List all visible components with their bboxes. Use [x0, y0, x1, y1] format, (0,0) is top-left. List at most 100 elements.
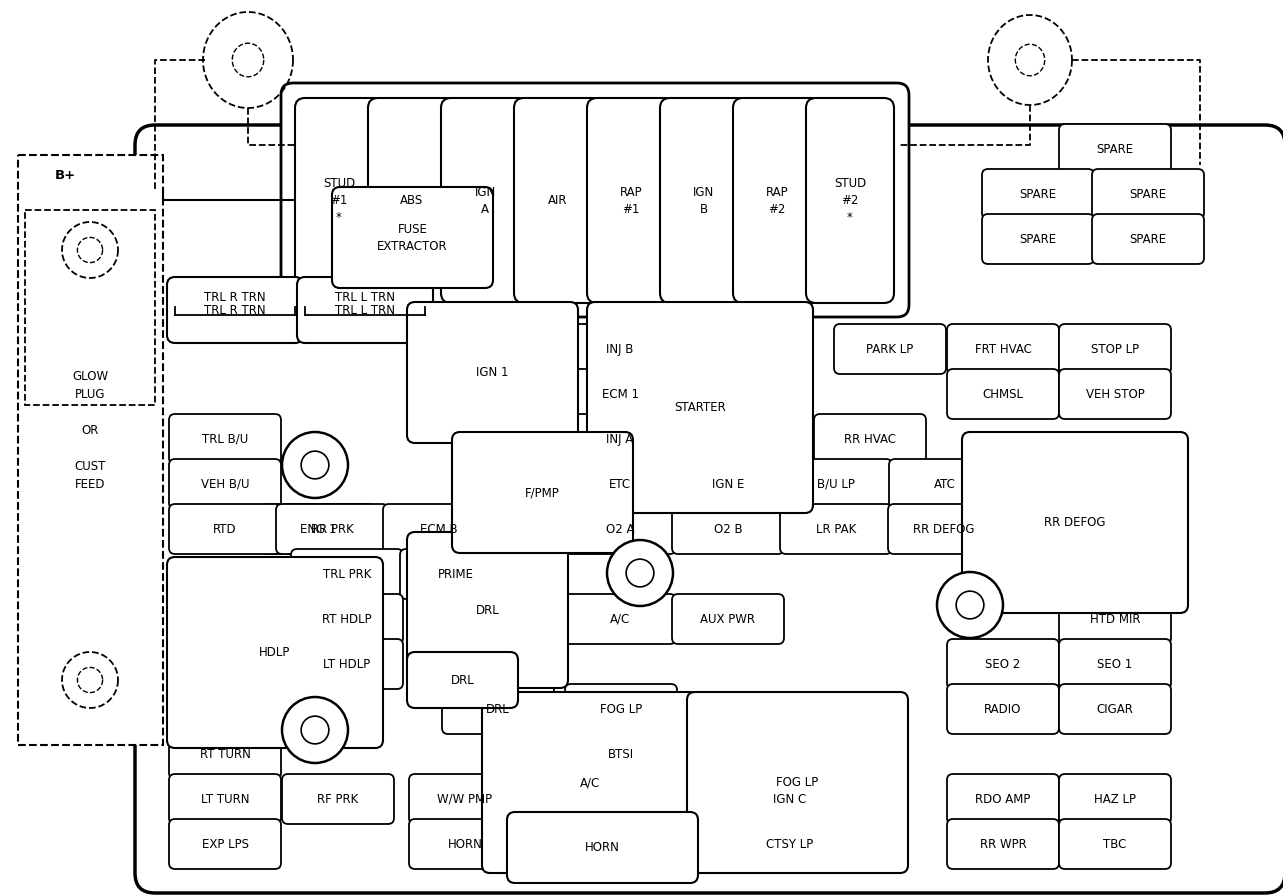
Text: CTSY LP: CTSY LP	[766, 838, 813, 850]
FancyBboxPatch shape	[888, 504, 999, 554]
Text: FUSE
EXTRACTOR: FUSE EXTRACTOR	[377, 222, 448, 253]
FancyBboxPatch shape	[834, 324, 946, 374]
Text: A/C: A/C	[580, 776, 600, 789]
Text: TRL B/U: TRL B/U	[201, 433, 248, 445]
Text: IGN
B: IGN B	[693, 185, 715, 216]
Text: HDLP: HDLP	[259, 646, 291, 659]
FancyBboxPatch shape	[1058, 639, 1171, 689]
Text: IGN E: IGN E	[712, 478, 744, 490]
FancyBboxPatch shape	[588, 98, 675, 303]
FancyBboxPatch shape	[947, 819, 1058, 869]
FancyBboxPatch shape	[169, 504, 281, 554]
FancyBboxPatch shape	[169, 459, 281, 509]
Text: LT HDLP: LT HDLP	[323, 658, 371, 670]
FancyBboxPatch shape	[409, 819, 521, 869]
Text: FOG LP: FOG LP	[776, 776, 819, 789]
Text: HAZ LP: HAZ LP	[1094, 792, 1135, 806]
Text: RR WPR: RR WPR	[980, 838, 1026, 850]
FancyBboxPatch shape	[169, 414, 281, 464]
FancyBboxPatch shape	[565, 459, 676, 509]
Text: CIGAR: CIGAR	[1097, 702, 1133, 716]
Text: SEO 2: SEO 2	[985, 658, 1020, 670]
Text: SPARE: SPARE	[1097, 142, 1134, 156]
Text: BTSI: BTSI	[608, 747, 634, 761]
FancyBboxPatch shape	[281, 83, 908, 317]
Text: LR PAK: LR PAK	[816, 522, 856, 536]
FancyBboxPatch shape	[565, 684, 677, 734]
Text: LT TURN: LT TURN	[200, 792, 249, 806]
FancyBboxPatch shape	[282, 774, 394, 824]
FancyBboxPatch shape	[686, 692, 908, 873]
FancyBboxPatch shape	[368, 98, 455, 303]
Circle shape	[282, 432, 348, 498]
FancyBboxPatch shape	[295, 98, 384, 303]
Text: STUD
#2
*: STUD #2 *	[834, 177, 866, 224]
FancyBboxPatch shape	[400, 549, 512, 599]
FancyBboxPatch shape	[1058, 369, 1171, 419]
Text: O2 B: O2 B	[713, 522, 743, 536]
Text: RT TURN: RT TURN	[200, 747, 250, 761]
Text: AUX PWR: AUX PWR	[701, 613, 756, 625]
Text: RR HVAC: RR HVAC	[844, 433, 896, 445]
Text: SPARE: SPARE	[1129, 187, 1166, 201]
FancyBboxPatch shape	[659, 98, 748, 303]
FancyBboxPatch shape	[407, 302, 579, 443]
Text: RR PRK: RR PRK	[310, 522, 353, 536]
Text: VEH STOP: VEH STOP	[1085, 387, 1144, 401]
Text: TRL PRK: TRL PRK	[323, 567, 371, 581]
Bar	[24, 210, 155, 405]
FancyBboxPatch shape	[1058, 774, 1171, 824]
FancyBboxPatch shape	[947, 774, 1058, 824]
Text: DRL: DRL	[476, 604, 499, 616]
FancyBboxPatch shape	[981, 214, 1094, 264]
FancyBboxPatch shape	[1092, 169, 1203, 219]
Text: STARTER: STARTER	[674, 401, 726, 414]
Text: IGN 1: IGN 1	[476, 366, 509, 379]
FancyBboxPatch shape	[981, 169, 1094, 219]
Text: AIR: AIR	[548, 194, 568, 207]
Text: INJ A: INJ A	[607, 433, 634, 445]
Text: B/U LP: B/U LP	[817, 478, 854, 490]
Text: SEO 1: SEO 1	[1097, 658, 1133, 670]
Text: DRL: DRL	[450, 674, 475, 686]
FancyBboxPatch shape	[672, 594, 784, 644]
Text: ECM B: ECM B	[421, 522, 458, 536]
FancyBboxPatch shape	[672, 504, 784, 554]
FancyBboxPatch shape	[1058, 124, 1171, 174]
FancyBboxPatch shape	[672, 459, 784, 509]
FancyBboxPatch shape	[332, 187, 493, 288]
Text: ENG 1: ENG 1	[300, 522, 336, 536]
FancyBboxPatch shape	[780, 504, 892, 554]
Circle shape	[607, 540, 674, 606]
FancyBboxPatch shape	[889, 459, 1001, 509]
FancyBboxPatch shape	[734, 819, 845, 869]
FancyBboxPatch shape	[167, 557, 384, 748]
FancyBboxPatch shape	[947, 639, 1058, 689]
Text: W/W PMP: W/W PMP	[438, 792, 493, 806]
Text: RTD: RTD	[213, 522, 237, 536]
Text: HORN: HORN	[585, 841, 620, 854]
Text: B+: B+	[55, 168, 76, 182]
Text: HORN: HORN	[448, 838, 482, 850]
Text: PARK LP: PARK LP	[866, 342, 913, 356]
FancyBboxPatch shape	[1058, 819, 1171, 869]
Circle shape	[302, 452, 328, 478]
FancyBboxPatch shape	[262, 504, 375, 554]
Text: TBC: TBC	[1103, 838, 1126, 850]
FancyBboxPatch shape	[135, 125, 1283, 893]
FancyBboxPatch shape	[514, 98, 602, 303]
Circle shape	[956, 591, 984, 619]
FancyBboxPatch shape	[291, 594, 403, 644]
FancyBboxPatch shape	[169, 819, 281, 869]
FancyBboxPatch shape	[565, 324, 676, 374]
FancyBboxPatch shape	[276, 504, 387, 554]
Circle shape	[626, 559, 654, 587]
FancyBboxPatch shape	[947, 684, 1058, 734]
FancyBboxPatch shape	[1092, 214, 1203, 264]
Text: HTD MIR: HTD MIR	[1089, 613, 1141, 625]
Circle shape	[937, 572, 1003, 638]
Text: F/PMP: F/PMP	[525, 486, 559, 499]
Text: SPARE: SPARE	[1020, 187, 1057, 201]
FancyBboxPatch shape	[407, 652, 518, 708]
Text: ATC: ATC	[934, 478, 956, 490]
